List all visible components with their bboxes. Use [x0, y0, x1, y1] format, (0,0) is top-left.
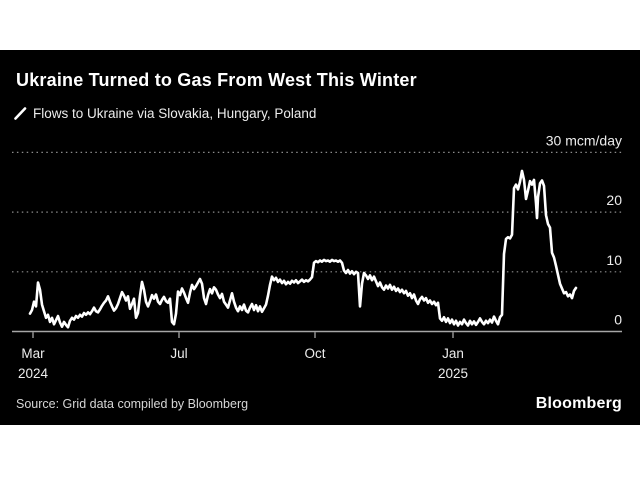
x-axis-year-2025: 2025 — [438, 366, 468, 381]
bloomberg-logo: Bloomberg — [535, 395, 622, 412]
x-axis-label-Jul: Jul — [170, 346, 187, 361]
source-note: Source: Grid data compiled by Bloomberg — [16, 397, 249, 411]
y-axis-label-10: 10 — [606, 252, 622, 268]
x-axis-year-2024: 2024 — [18, 366, 49, 381]
y-axis-label-20: 20 — [606, 192, 622, 208]
line-chart: 30 mcm/day 20 10 0 Mar 2024 Jul Oct Jan 2025 — [12, 132, 622, 381]
chart-title: Ukraine Turned to Gas From West This Win… — [16, 70, 417, 90]
flows-line-series — [28, 169, 578, 329]
x-axis-label-Oct: Oct — [304, 346, 325, 361]
legend-label: Flows to Ukraine via Slovakia, Hungary, … — [33, 106, 317, 121]
x-axis-label-Jan: Jan — [442, 346, 464, 361]
x-axis-label-Mar: Mar — [21, 346, 45, 361]
y-axis-label-30: 30 mcm/day — [546, 132, 622, 148]
footer-row: Source: Grid data compiled by Bloomberg … — [16, 395, 622, 413]
legend: Flows to Ukraine via Slovakia, Hungary, … — [14, 106, 316, 121]
y-axis-label-0: 0 — [614, 312, 622, 328]
chart-card: Ukraine Turned to Gas From West This Win… — [0, 50, 640, 425]
line-series-icon — [14, 107, 27, 120]
